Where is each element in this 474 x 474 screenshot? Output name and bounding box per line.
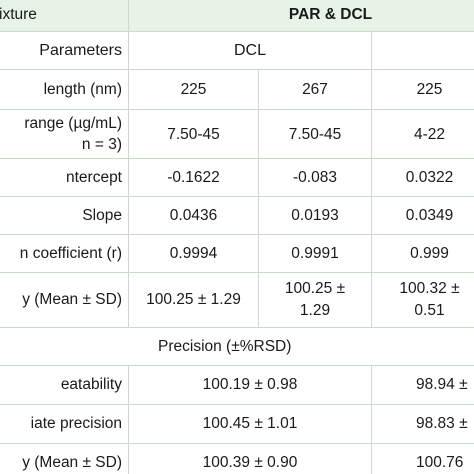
cell-value-line1: 100.32 ±: [399, 280, 460, 297]
table-row: eatability 100.19 ± 0.98 98.94 ±: [0, 365, 474, 405]
table-row: y (Mean ± SD) 100.39 ± 0.90 100.76: [0, 443, 474, 474]
cell-value: 0.9994: [128, 234, 259, 273]
table-row: Slope 0.0436 0.0193 0.0349: [0, 196, 474, 235]
cell-value-line2: 0.51: [414, 302, 445, 319]
cell-value: 0.0322: [371, 158, 474, 197]
table-header-row: ixture PAR & DCL: [0, 0, 474, 32]
row-label: range (µg/mL) n = 3): [0, 109, 129, 159]
parameters-header: Parameters: [0, 31, 129, 70]
cell-value: 100.45 ± 1.01: [128, 404, 372, 444]
table-row: range (µg/mL) n = 3) 7.50-45 7.50-45 4-22: [0, 109, 474, 159]
cell-value: 0.0436: [128, 196, 259, 235]
dcl-header: DCL: [128, 31, 372, 70]
cell-value: 100.39 ± 0.90: [128, 443, 372, 474]
row-label: n coefficient (r): [0, 234, 129, 273]
row-label: y (Mean ± SD): [0, 443, 129, 474]
cell-value-line1: 100.25 ±: [284, 280, 346, 297]
cell-value: 100.25 ± 1.29: [258, 272, 372, 328]
subheader-row: Parameters DCL PA: [0, 31, 474, 70]
cell-value: 100.25 ± 1.29: [128, 272, 259, 328]
cell-value: 225: [128, 69, 259, 110]
cell-value: 225: [371, 69, 474, 110]
cell-value: 100.32 ± 0.51: [371, 272, 474, 328]
header-mixture-cell: ixture: [0, 0, 129, 32]
table-row: iate precision 100.45 ± 1.01 98.83 ±: [0, 404, 474, 444]
cell-value: 100.76: [371, 443, 474, 474]
precision-title: Precision (±%RSD): [0, 327, 474, 366]
row-label-line1: range (µg/mL): [24, 115, 122, 132]
cell-value: 98.83 ±: [371, 404, 474, 444]
cell-value: 7.50-45: [258, 109, 372, 159]
cell-value: 7.50-45: [128, 109, 259, 159]
row-label: iate precision: [0, 404, 129, 444]
table-row: ntercept -0.1622 -0.083 0.0322: [0, 158, 474, 197]
row-label: eatability: [0, 365, 129, 405]
row-label: Slope: [0, 196, 129, 235]
row-label-line2: n = 3): [81, 136, 122, 153]
cell-value: 0.999: [371, 234, 474, 273]
row-label: ntercept: [0, 158, 129, 197]
cell-value: -0.083: [258, 158, 372, 197]
cell-value: 0.0349: [371, 196, 474, 235]
table-row: length (nm) 225 267 225: [0, 69, 474, 110]
precision-section-row: Precision (±%RSD): [0, 327, 474, 366]
table-row: y (Mean ± SD) 100.25 ± 1.29 100.25 ± 1.29…: [0, 272, 474, 328]
cell-value: 98.94 ±: [371, 365, 474, 405]
table-row: n coefficient (r) 0.9994 0.9991 0.999: [0, 234, 474, 273]
cell-value: 0.0193: [258, 196, 372, 235]
cell-value-line2: 1.29: [299, 302, 331, 319]
row-label: y (Mean ± SD): [0, 272, 129, 328]
cell-value: 267: [258, 69, 372, 110]
cell-value: -0.1622: [128, 158, 259, 197]
cell-value: 0.9991: [258, 234, 372, 273]
cell-value: 4-22: [371, 109, 474, 159]
header-par-dcl-cell: PAR & DCL: [128, 0, 474, 32]
par-header: PA: [371, 31, 474, 70]
row-label: length (nm): [0, 69, 129, 110]
cell-value: 100.19 ± 0.98: [128, 365, 372, 405]
